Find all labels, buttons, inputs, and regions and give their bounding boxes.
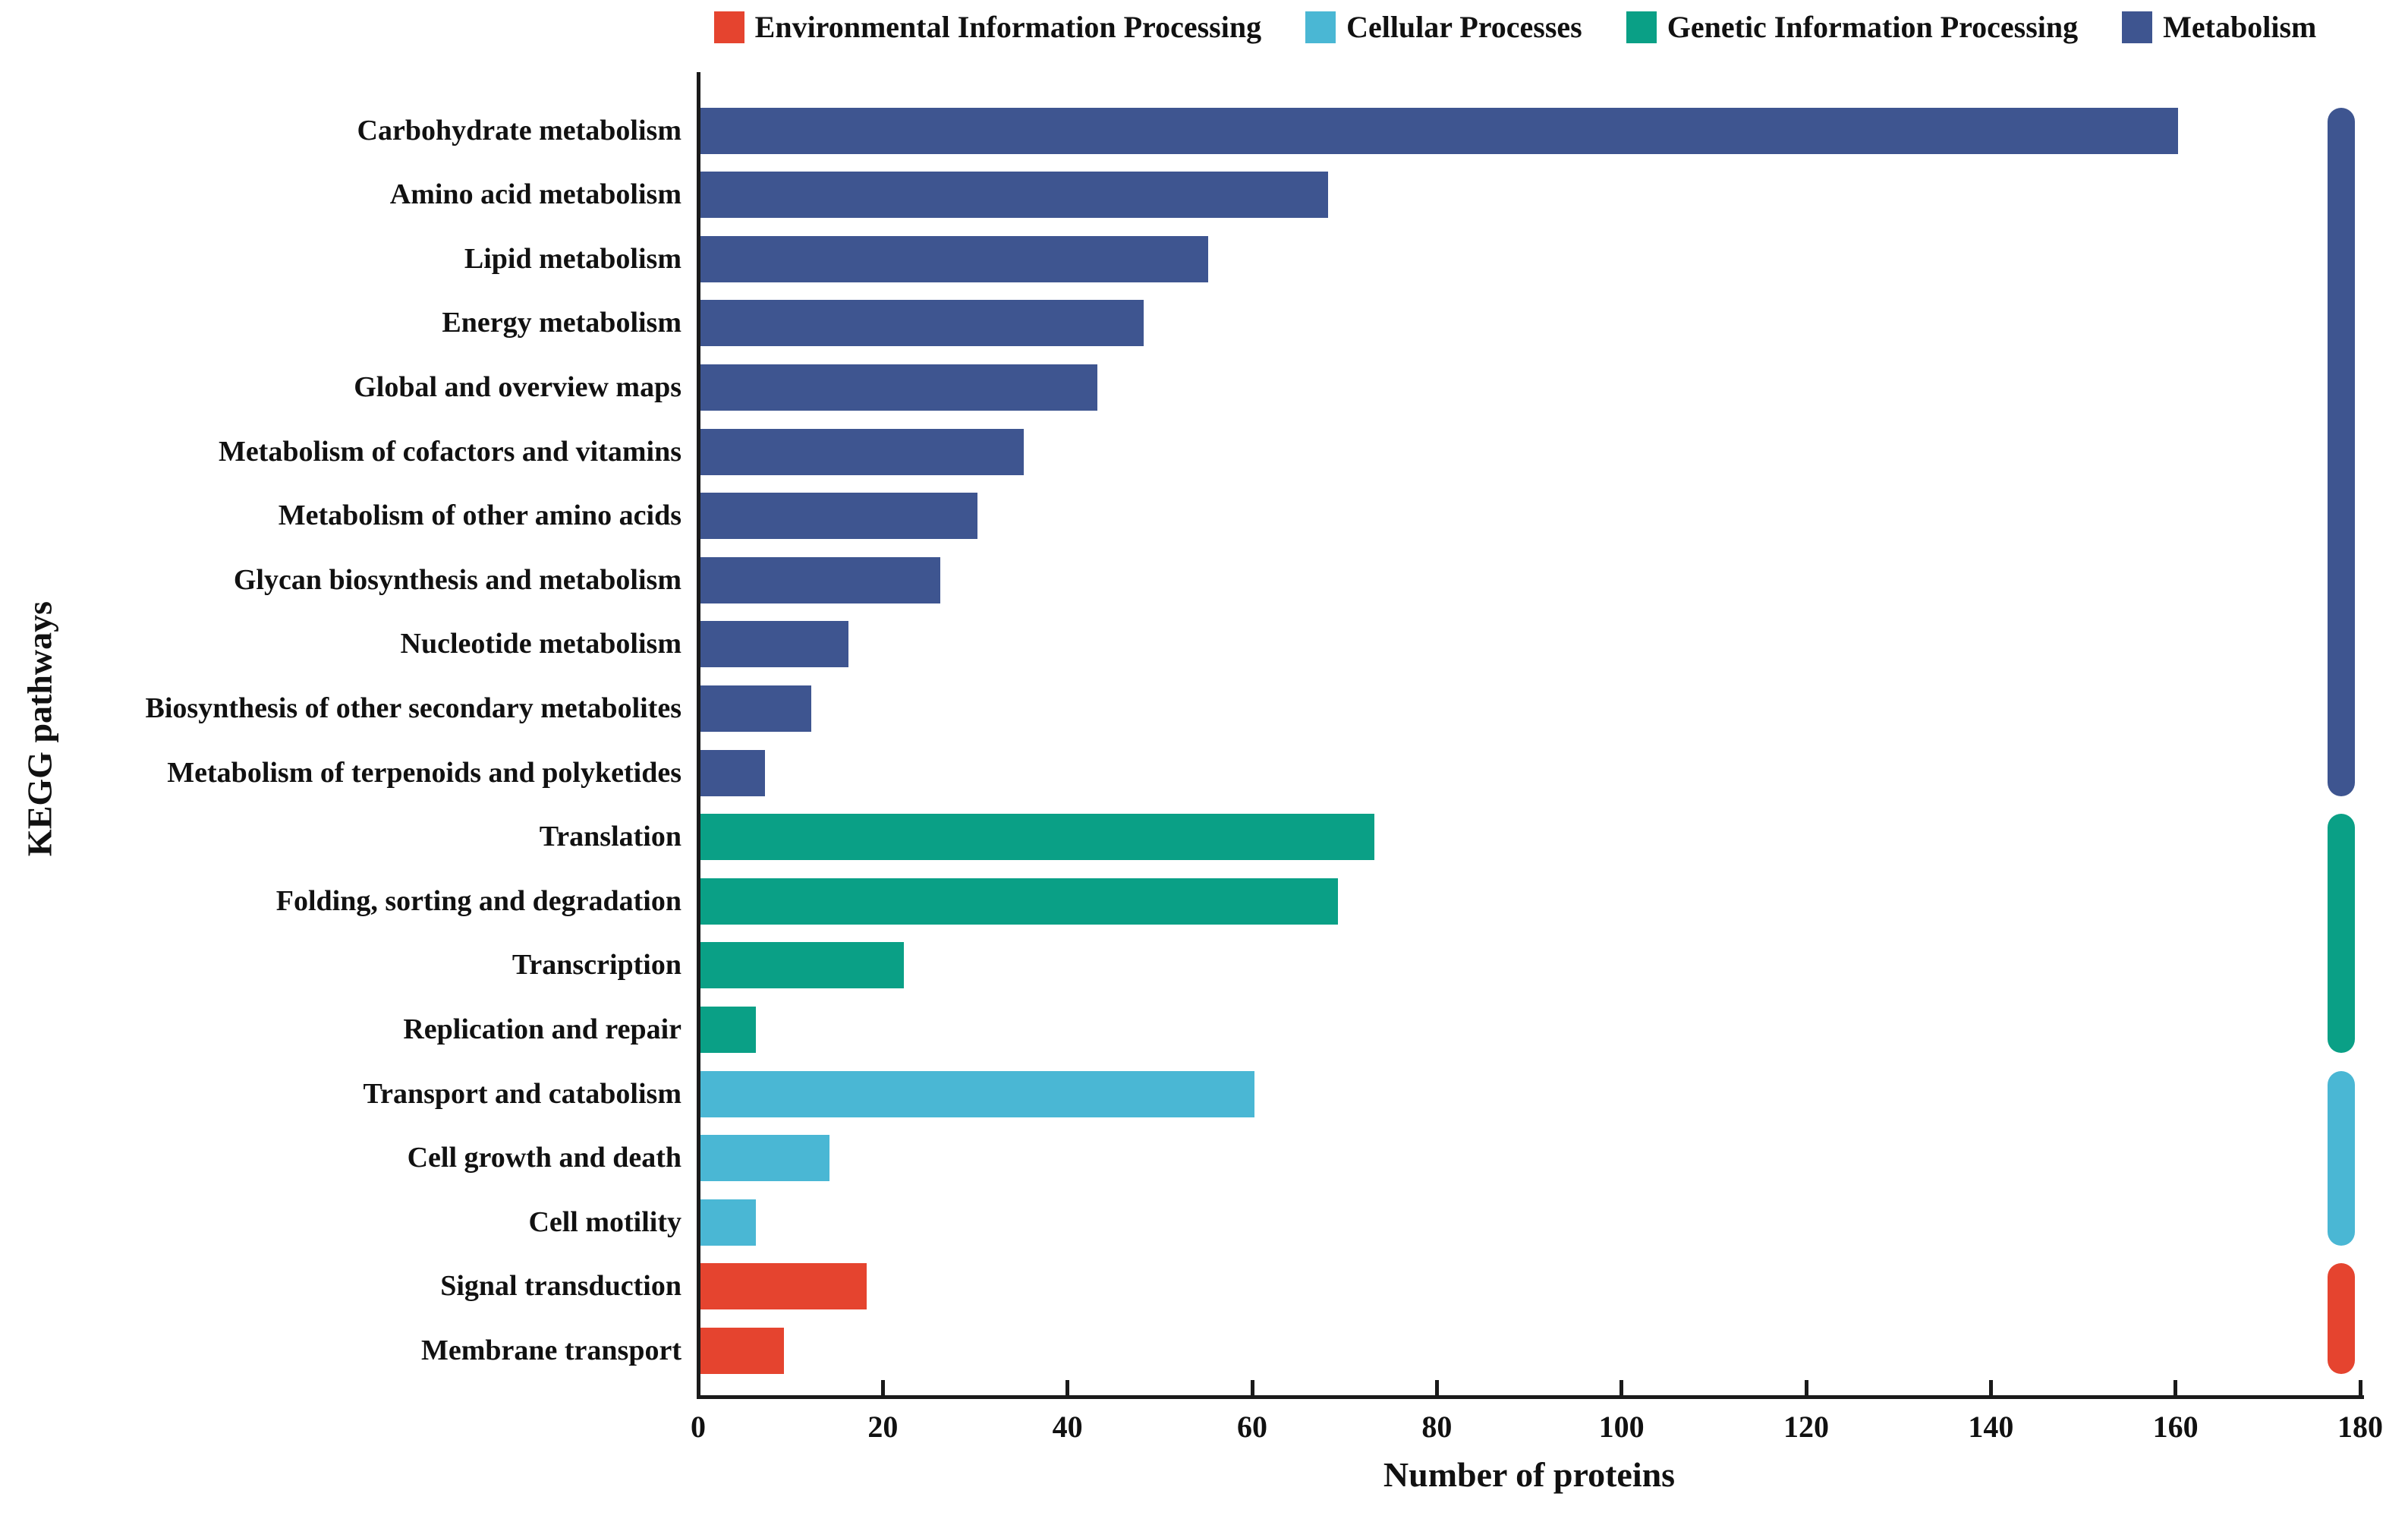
pathway-label: Carbohydrate metabolism — [357, 114, 681, 147]
legend-label: Metabolism — [2163, 10, 2317, 44]
x-tick — [2358, 1380, 2362, 1395]
legend-item: Environmental Information Processing — [713, 9, 1262, 45]
bar — [700, 493, 977, 540]
bar — [700, 428, 1024, 475]
pathway-label: Transport and catabolism — [363, 1077, 681, 1110]
pathway-label: Lipid metabolism — [464, 242, 681, 275]
bar — [700, 1070, 1254, 1117]
x-tick-label: 140 — [1968, 1410, 2014, 1444]
legend-label: Cellular Processes — [1346, 10, 1582, 44]
pathway-label: Metabolism of other amino acids — [278, 499, 681, 532]
pathway-label: Biosynthesis of other secondary metaboli… — [145, 692, 682, 724]
y-axis-line — [697, 72, 700, 1399]
legend-label: Genetic Information Processing — [1667, 10, 2079, 44]
pathway-label: Folding, sorting and degradation — [275, 884, 681, 917]
pathway-label: Global and overview maps — [354, 370, 681, 403]
bar — [700, 1199, 756, 1246]
group-strip-segment — [2328, 1263, 2355, 1374]
pathway-label: Signal transduction — [440, 1270, 681, 1303]
bar — [700, 1135, 830, 1182]
bar — [700, 1327, 784, 1374]
pathway-label: Amino acid metabolism — [389, 178, 681, 211]
x-tick-label: 160 — [2152, 1410, 2199, 1444]
x-tick-label: 40 — [1052, 1410, 1083, 1444]
pathway-label: Membrane transport — [421, 1334, 681, 1366]
bar — [700, 749, 766, 796]
pathway-label: Metabolism of cofactors and vitamins — [218, 435, 681, 468]
x-tick — [1250, 1380, 1254, 1395]
legend-item: Genetic Information Processing — [1626, 9, 2078, 45]
pathway-label: Metabolism of terpenoids and polyketides — [167, 756, 681, 789]
group-strip-segment — [2328, 1070, 2355, 1246]
legend-label: Environmental Information Processing — [754, 10, 1262, 44]
pathway-label: Nucleotide metabolism — [400, 628, 681, 660]
pathway-label: Cell motility — [528, 1205, 681, 1238]
bar — [700, 814, 1375, 861]
bar — [700, 1006, 756, 1053]
group-strip-segment — [2328, 814, 2355, 1053]
bar — [700, 878, 1338, 925]
x-tick — [1988, 1380, 1993, 1395]
x-tick — [1619, 1380, 1624, 1395]
x-tick-label: 60 — [1237, 1410, 1267, 1444]
group-strip-segment — [2328, 107, 2355, 796]
pathway-label: Transcription — [512, 949, 681, 982]
x-tick — [1066, 1380, 1070, 1395]
x-axis-title: Number of proteins — [1383, 1455, 1676, 1494]
x-tick — [1434, 1380, 1439, 1395]
x-tick — [1804, 1380, 1808, 1395]
pathway-label: Replication and repair — [403, 1013, 681, 1045]
bar — [700, 556, 941, 603]
x-tick-label: 0 — [691, 1410, 706, 1444]
x-tick — [880, 1380, 885, 1395]
bar — [700, 235, 1209, 282]
pathway-label: Translation — [539, 821, 681, 853]
legend-swatch — [1626, 11, 1657, 43]
bar — [700, 621, 848, 668]
pathway-label: Glycan biosynthesis and metabolism — [233, 563, 681, 596]
bar — [700, 107, 2178, 154]
x-tick-label: 120 — [1783, 1410, 1829, 1444]
legend-swatch — [1305, 11, 1336, 43]
legend-item: Metabolism — [2122, 9, 2316, 45]
legend-swatch — [2122, 11, 2153, 43]
x-tick-label: 80 — [1421, 1410, 1453, 1444]
bar — [700, 1263, 867, 1310]
bar — [700, 364, 1098, 411]
legend-swatch — [713, 11, 744, 43]
x-tick-label: 100 — [1598, 1410, 1645, 1444]
pathway-label: Energy metabolism — [442, 307, 681, 339]
pathway-label: Cell growth and death — [407, 1142, 681, 1174]
x-axis-line — [697, 1395, 2364, 1399]
x-tick-label: 180 — [2337, 1410, 2383, 1444]
legend-item: Cellular Processes — [1305, 9, 1582, 45]
x-tick — [2173, 1380, 2178, 1395]
bar — [700, 172, 1329, 219]
chart-legend: Environmental Information Processing Cell… — [622, 9, 2408, 45]
x-tick-label: 20 — [867, 1410, 899, 1444]
bar — [700, 300, 1144, 347]
bar — [700, 685, 811, 732]
bar — [700, 942, 904, 989]
